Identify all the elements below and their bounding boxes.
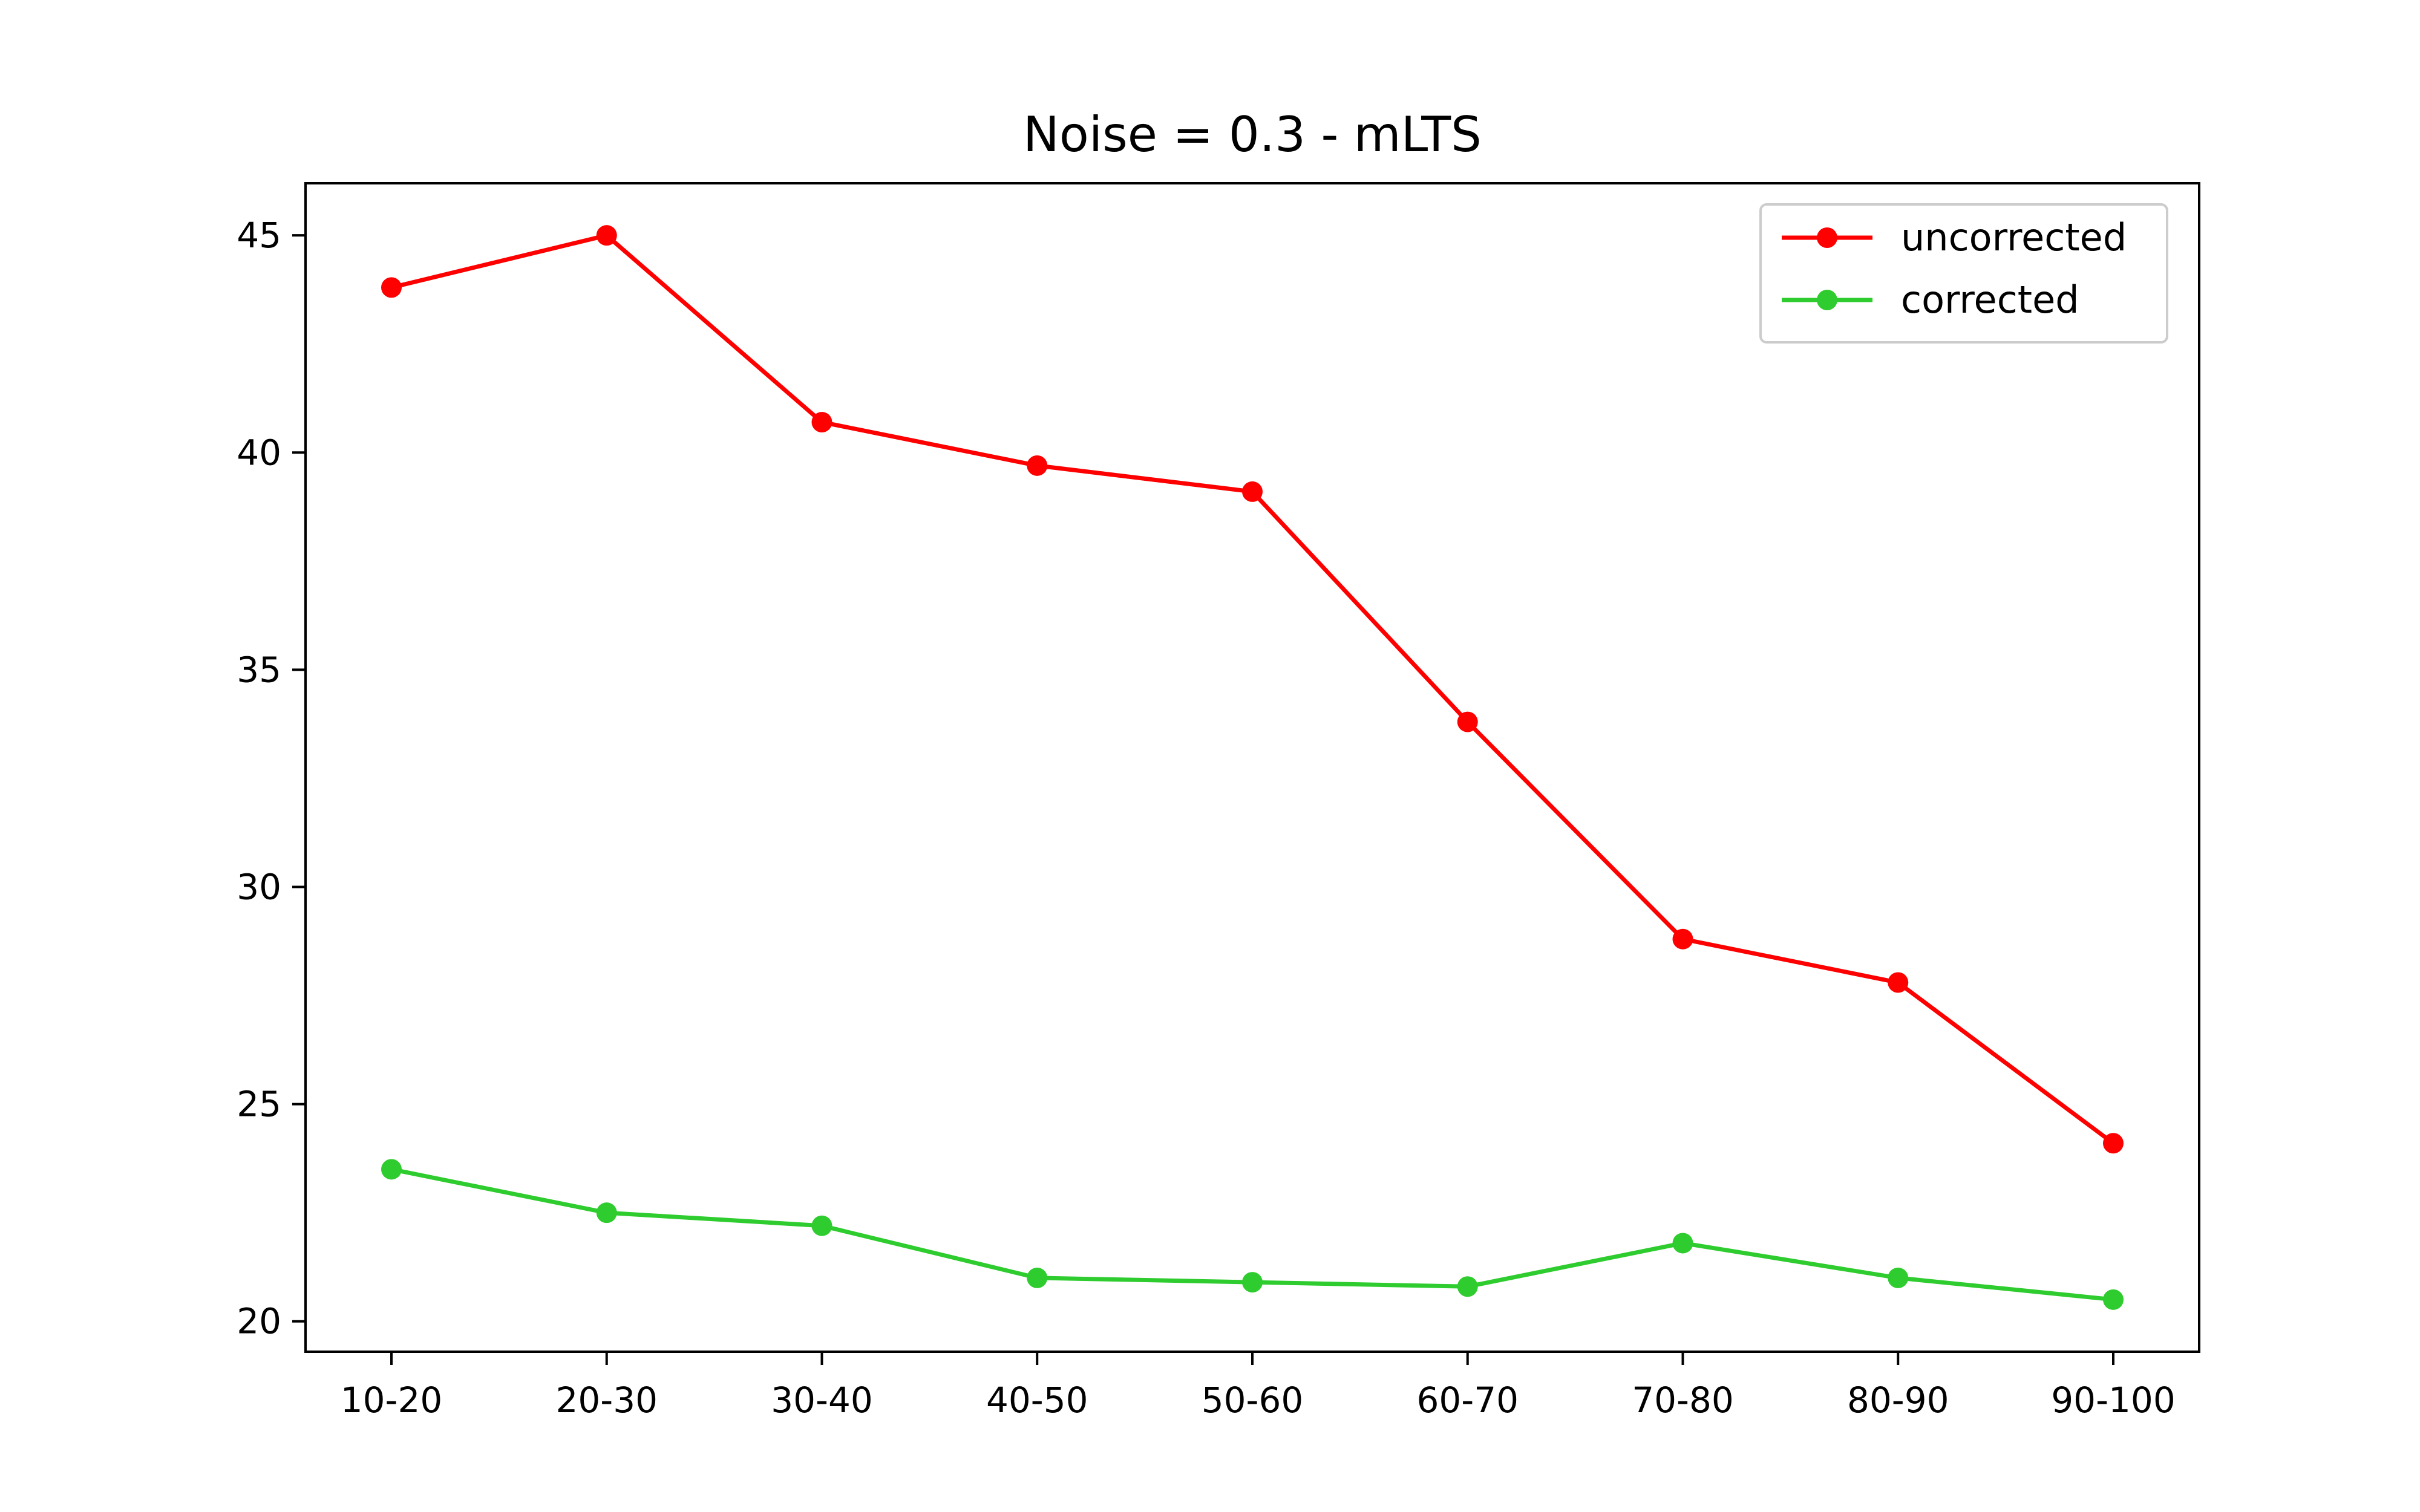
data-point xyxy=(1027,455,1048,476)
legend-label: uncorrected xyxy=(1901,215,2127,259)
data-point xyxy=(1457,1276,1478,1297)
x-tick-label: 30-40 xyxy=(771,1380,873,1421)
legend-marker xyxy=(1817,290,1837,310)
data-point xyxy=(811,412,832,433)
data-point xyxy=(1242,1272,1263,1293)
x-tick-label: 90-100 xyxy=(2051,1380,2175,1421)
data-point xyxy=(381,277,402,298)
data-point xyxy=(2103,1133,2124,1154)
y-tick-label: 25 xyxy=(237,1084,281,1125)
series-corrected xyxy=(381,1159,2124,1310)
legend-label: corrected xyxy=(1901,278,2079,322)
y-tick-label: 40 xyxy=(237,432,281,473)
y-tick-label: 45 xyxy=(237,215,281,256)
y-axis: 20 25 30 35 40 45 xyxy=(237,215,306,1342)
data-point xyxy=(596,225,617,246)
data-point xyxy=(1888,972,1909,993)
legend: uncorrected corrected xyxy=(1759,203,2168,344)
data-point xyxy=(1242,481,1263,502)
data-point xyxy=(596,1202,617,1224)
data-point xyxy=(1672,1233,1693,1254)
x-tick-label: 20-30 xyxy=(555,1380,658,1421)
y-tick-label: 20 xyxy=(237,1301,281,1342)
x-tick-label: 40-50 xyxy=(986,1380,1088,1421)
data-point xyxy=(811,1215,832,1236)
x-tick-label: 50-60 xyxy=(1202,1380,1304,1421)
x-tick-label: 80-90 xyxy=(1847,1380,1949,1421)
data-point xyxy=(1672,928,1693,950)
legend-item: corrected xyxy=(1782,278,2079,322)
y-tick-label: 35 xyxy=(237,649,281,690)
data-point xyxy=(1888,1267,1909,1288)
x-tick-label: 60-70 xyxy=(1416,1380,1519,1421)
data-point xyxy=(1457,711,1478,732)
series-uncorrected xyxy=(381,225,2124,1154)
data-point xyxy=(2103,1289,2124,1310)
data-point xyxy=(1027,1267,1048,1288)
x-axis: 10-20 20-30 30-40 40-50 50-60 60-70 70-80 80-90… xyxy=(341,1352,2176,1421)
data-point xyxy=(381,1159,402,1180)
chart-title: Noise = 0.3 - mLTS xyxy=(1023,106,1482,163)
y-tick-label: 30 xyxy=(237,867,281,908)
x-tick-label: 10-20 xyxy=(341,1380,443,1421)
series-layer xyxy=(381,225,2124,1310)
x-tick-label: 70-80 xyxy=(1632,1380,1734,1421)
legend-marker xyxy=(1817,227,1837,248)
legend-item: uncorrected xyxy=(1782,215,2127,259)
